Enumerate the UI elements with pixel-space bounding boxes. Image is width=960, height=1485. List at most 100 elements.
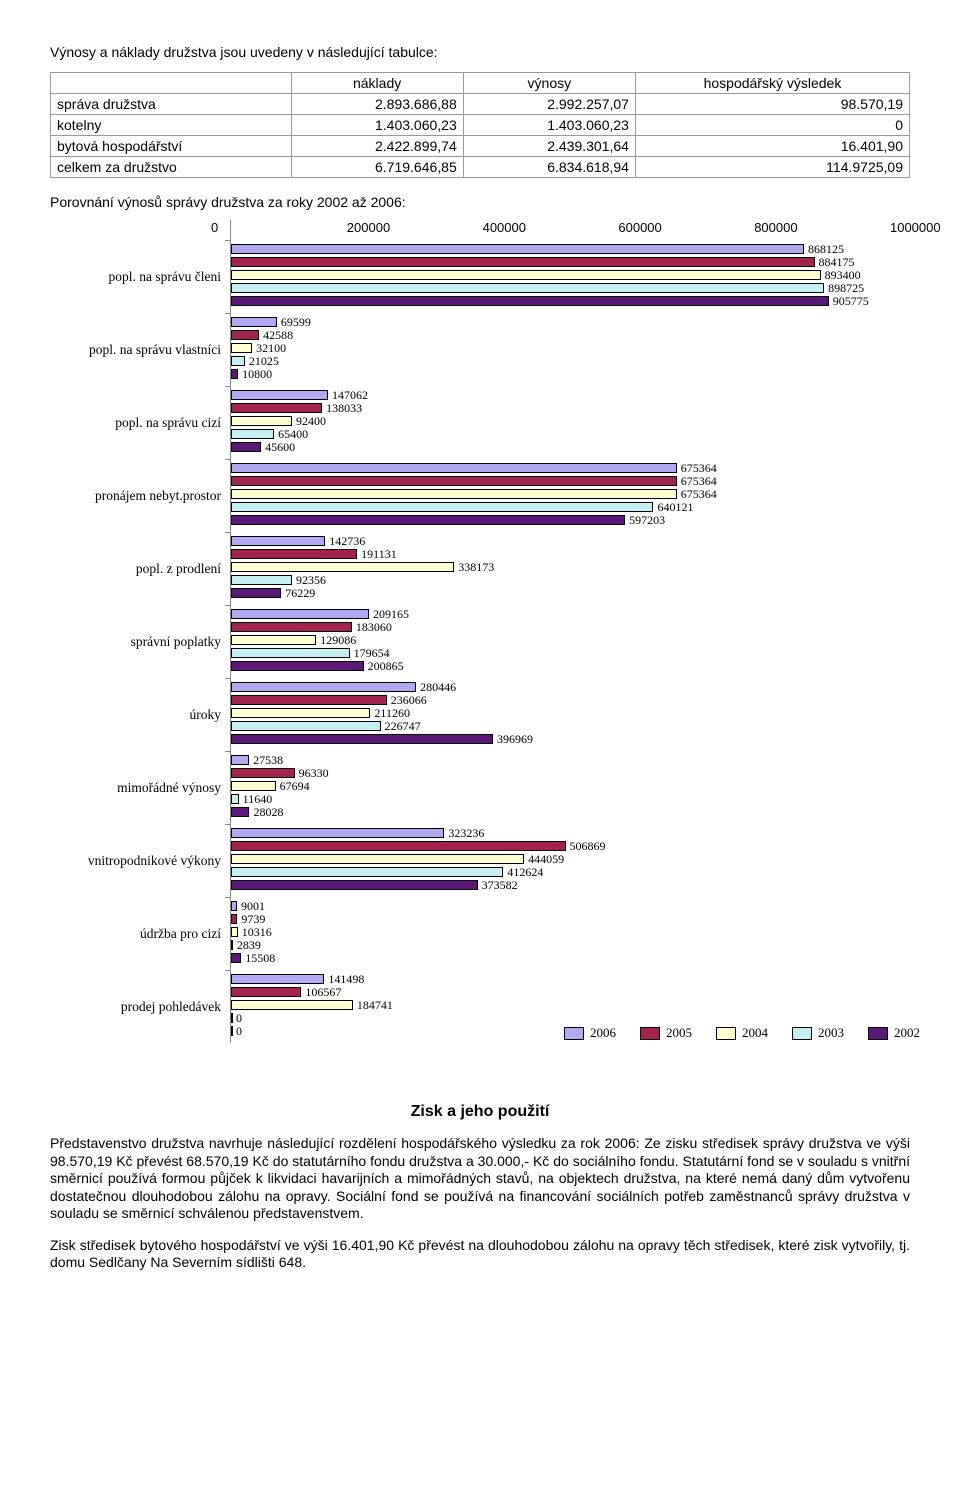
bar xyxy=(231,369,238,379)
bar-value: 27538 xyxy=(253,753,283,768)
table-row: správa družstva2.893.686,882.992.257,079… xyxy=(51,94,910,115)
legend-label: 2005 xyxy=(666,1025,692,1041)
legend-item: 2004 xyxy=(716,1025,768,1041)
category-label: úroky xyxy=(81,707,221,723)
category-label: popl. z prodlení xyxy=(81,561,221,577)
bar xyxy=(231,283,824,293)
revenue-chart: 02000004000006000008000001000000 popl. n… xyxy=(90,220,910,1043)
bar xyxy=(231,807,249,817)
bar xyxy=(231,880,478,890)
bar xyxy=(231,635,316,645)
table-cell: 1.403.060,23 xyxy=(291,115,463,136)
bar xyxy=(231,442,261,452)
table-cell: 2.422.899,74 xyxy=(291,136,463,157)
section-title: Zisk a jeho použití xyxy=(50,1103,910,1121)
table-cell: kotelny xyxy=(51,115,292,136)
bar xyxy=(231,549,357,559)
table-cell: celkem za družstvo xyxy=(51,157,292,178)
bar xyxy=(231,682,416,692)
body-paragraph-1: Představenstvo družstva navrhuje následu… xyxy=(50,1135,910,1223)
table-cell: 1.403.060,23 xyxy=(463,115,635,136)
table-header: výnosy xyxy=(463,73,635,94)
table-cell: 2.439.301,64 xyxy=(463,136,635,157)
bar-value: 138033 xyxy=(326,401,362,416)
category-label: popl. na správu členi xyxy=(81,269,221,285)
bar xyxy=(231,927,238,937)
bar xyxy=(231,734,493,744)
category-label: správní poplatky xyxy=(81,634,221,650)
bar xyxy=(231,343,252,353)
bar-value: 45600 xyxy=(265,440,295,455)
bar xyxy=(231,940,233,950)
bar xyxy=(231,296,829,306)
bar xyxy=(231,622,352,632)
bar xyxy=(231,828,444,838)
legend-label: 2006 xyxy=(590,1025,616,1041)
table-row: kotelny1.403.060,231.403.060,230 xyxy=(51,115,910,136)
table-cell: 6.719.646,85 xyxy=(291,157,463,178)
bar xyxy=(231,661,364,671)
compare-text: Porovnání výnosů správy družstva za roky… xyxy=(50,194,910,210)
table-cell: 0 xyxy=(635,115,909,136)
bar xyxy=(231,429,274,439)
table-cell: bytová hospodářství xyxy=(51,136,292,157)
bar xyxy=(231,489,677,499)
bar xyxy=(231,536,325,546)
bar-value: 191131 xyxy=(361,547,397,562)
intro-text: Výnosy a náklady družstva jsou uvedeny v… xyxy=(50,44,910,60)
table-cell: 16.401,90 xyxy=(635,136,909,157)
bar xyxy=(231,257,815,267)
body-paragraph-2: Zisk středisek bytového hospodářství ve … xyxy=(50,1237,910,1272)
bar xyxy=(231,841,566,851)
bar xyxy=(231,854,524,864)
bar-value: 597203 xyxy=(629,513,665,528)
bar-value: 142736 xyxy=(329,534,365,549)
table-cell: 2.893.686,88 xyxy=(291,94,463,115)
category-label: pronájem nebyt.prostor xyxy=(81,488,221,504)
bar-value: 67694 xyxy=(280,779,310,794)
legend-label: 2003 xyxy=(818,1025,844,1041)
bar-value: 226747 xyxy=(385,719,421,734)
bar xyxy=(231,463,677,473)
bar xyxy=(231,575,292,585)
bar xyxy=(231,330,259,340)
legend-swatch xyxy=(792,1027,812,1040)
legend-item: 2005 xyxy=(640,1025,692,1041)
table-cell: 2.992.257,07 xyxy=(463,94,635,115)
bar xyxy=(231,708,370,718)
category-label: mimořádné výnosy xyxy=(81,780,221,796)
bar xyxy=(231,244,804,254)
legend-swatch xyxy=(868,1027,888,1040)
bar xyxy=(231,953,241,963)
bar xyxy=(231,987,301,997)
bar-value: 10800 xyxy=(242,367,272,382)
bar xyxy=(231,515,625,525)
bar xyxy=(231,588,281,598)
bar xyxy=(231,270,821,280)
legend-swatch xyxy=(564,1027,584,1040)
bar xyxy=(231,502,653,512)
bar-value: 15508 xyxy=(245,951,275,966)
table-cell: správa družstva xyxy=(51,94,292,115)
bar-value: 0 xyxy=(236,1024,242,1039)
legend-label: 2002 xyxy=(894,1025,920,1041)
bar xyxy=(231,755,249,765)
finance-table: nákladyvýnosyhospodářský výsledek správa… xyxy=(50,72,910,178)
bar xyxy=(231,768,295,778)
bar xyxy=(231,867,503,877)
category-label: prodej pohledávek xyxy=(81,999,221,1015)
legend-item: 2003 xyxy=(792,1025,844,1041)
bar xyxy=(231,609,369,619)
bar-value: 506869 xyxy=(570,839,606,854)
category-label: popl. na správu vlastníci xyxy=(81,342,221,358)
bar xyxy=(231,1013,233,1023)
bar-value: 396969 xyxy=(497,732,533,747)
table-row: celkem za družstvo6.719.646,856.834.618,… xyxy=(51,157,910,178)
category-label: údržba pro cizí xyxy=(81,926,221,942)
legend-label: 2004 xyxy=(742,1025,768,1041)
legend-swatch xyxy=(640,1027,660,1040)
bar xyxy=(231,403,322,413)
table-header: náklady xyxy=(291,73,463,94)
table-header xyxy=(51,73,292,94)
bar xyxy=(231,317,277,327)
